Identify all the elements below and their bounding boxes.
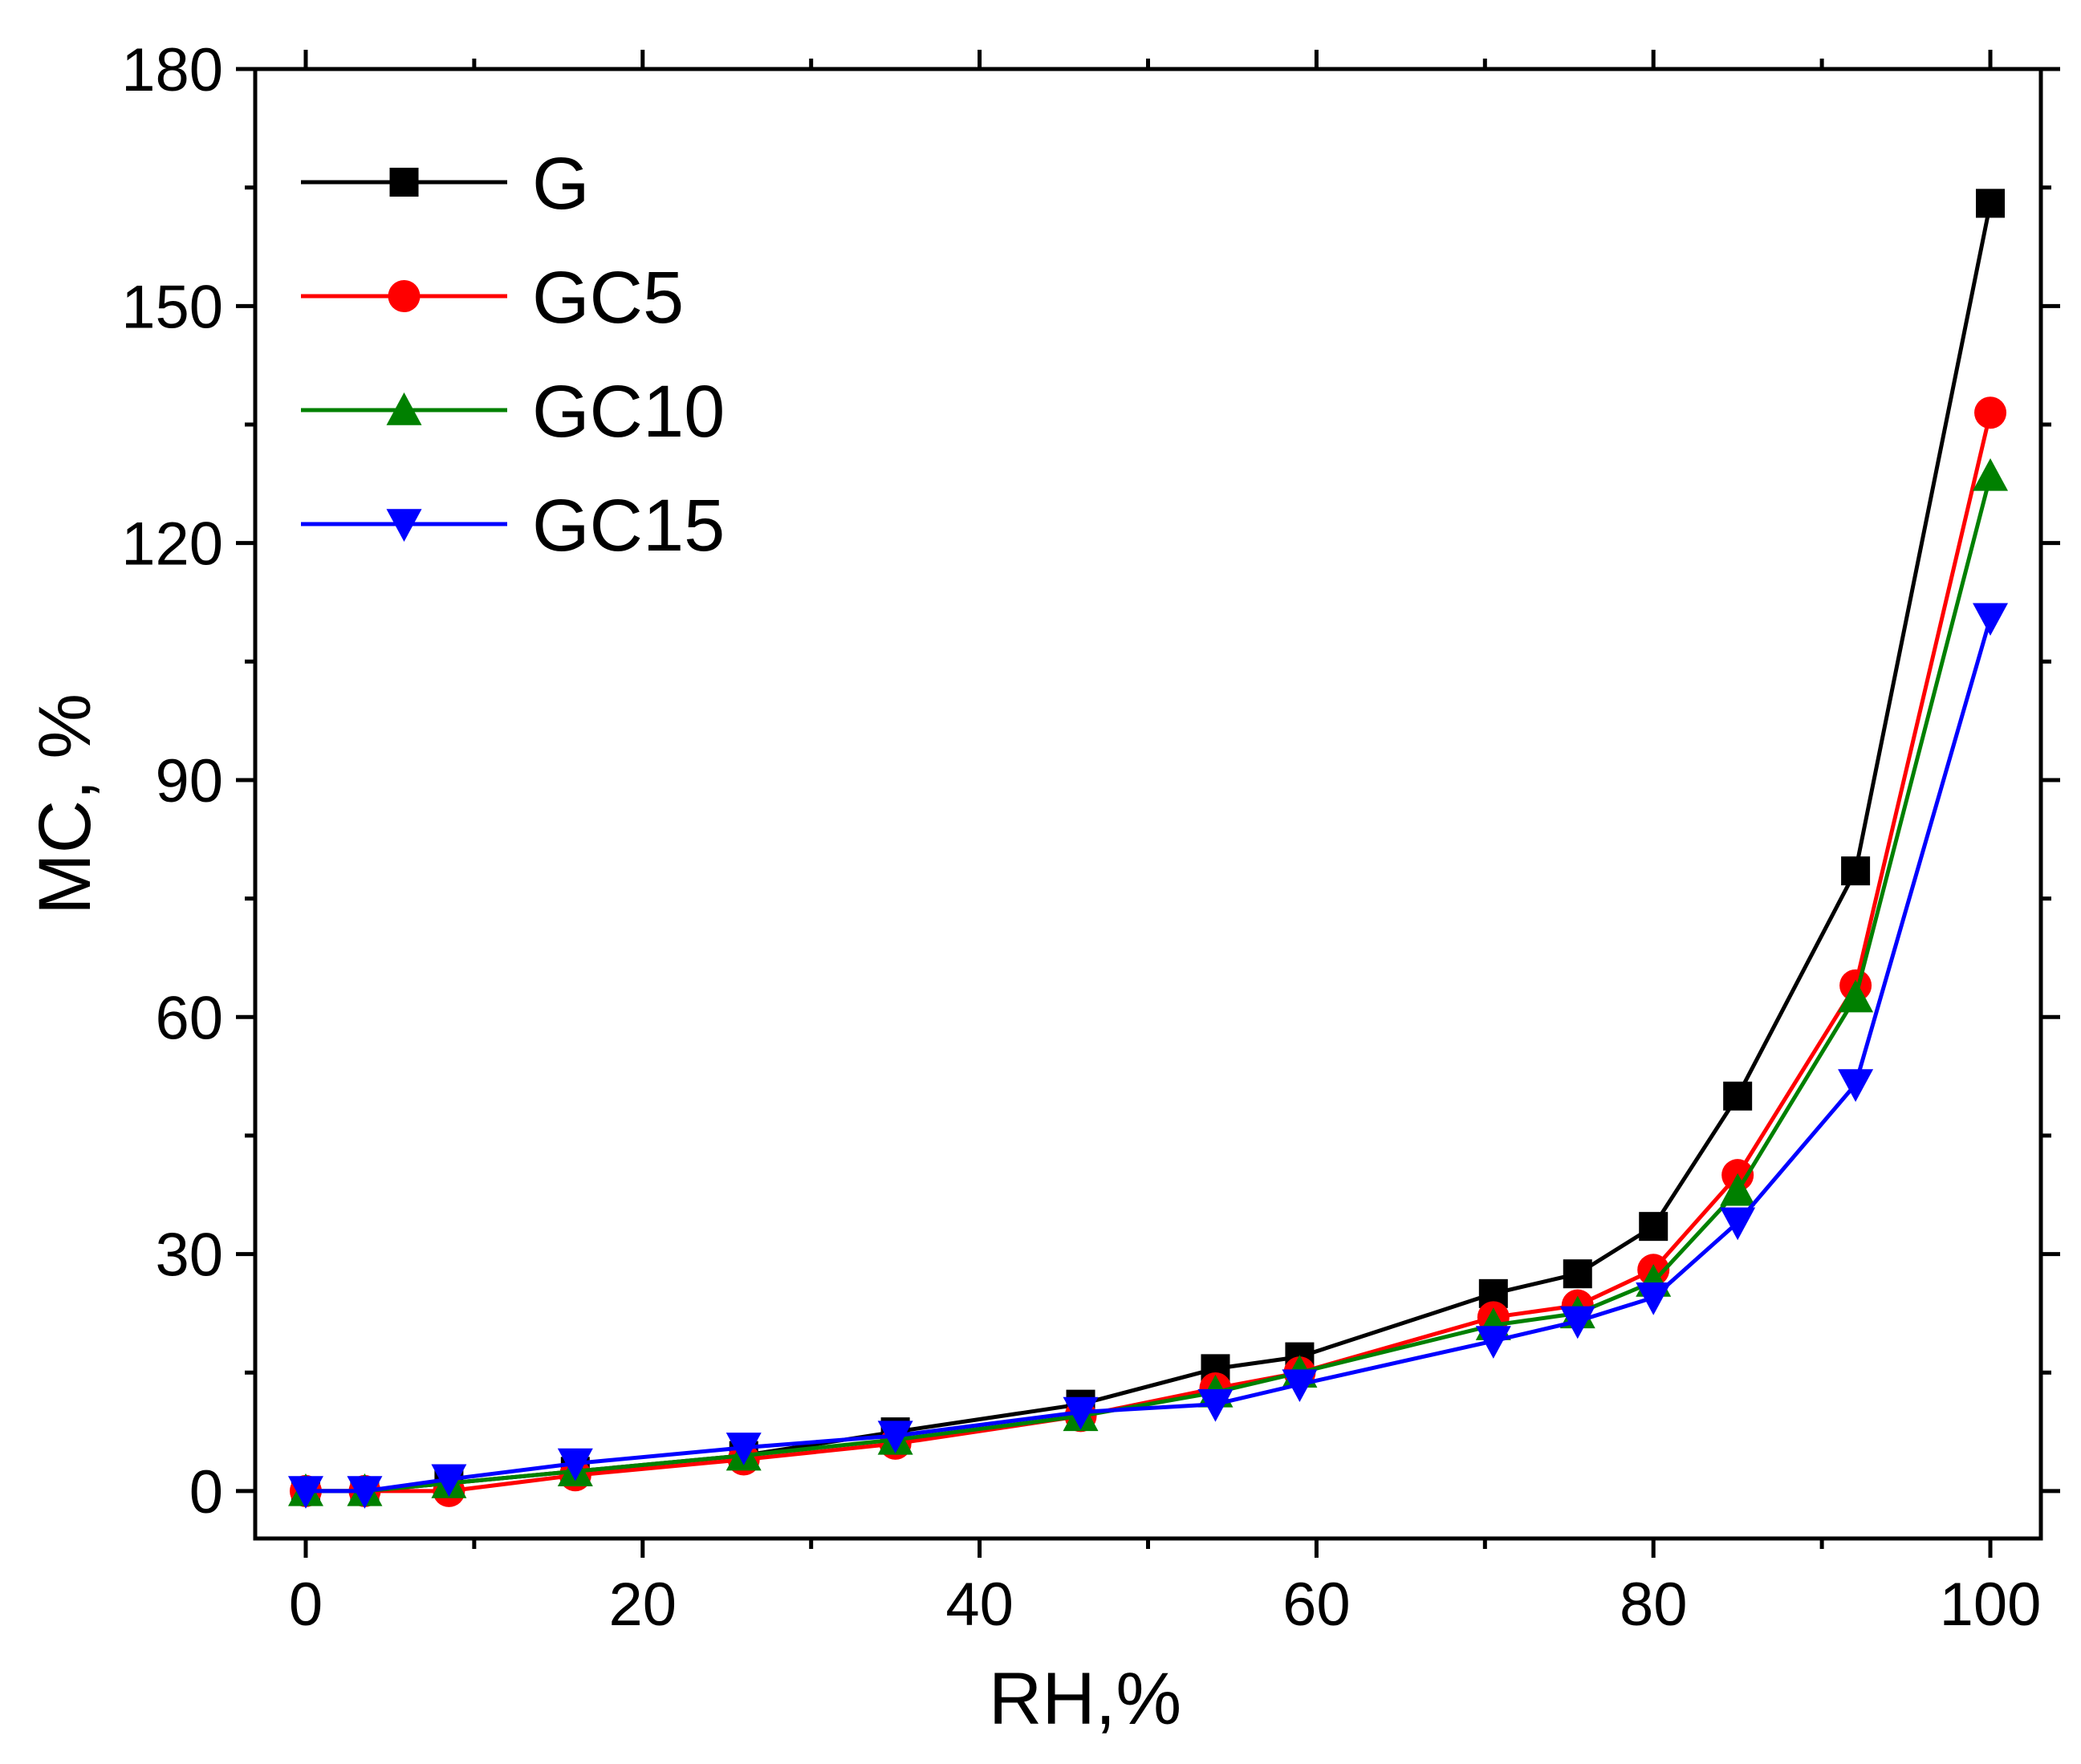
ticks-layer: 0 20 40 60 80 100 0 30 60 90 120 150 180 <box>121 36 2060 1639</box>
data-point-gc10 <box>1720 1173 1756 1206</box>
data-point-gc15 <box>1838 1069 1874 1102</box>
x-tick-label: 60 <box>1282 1571 1351 1639</box>
data-point-g <box>1723 1081 1753 1111</box>
legend-marker-gc5 <box>388 280 421 312</box>
data-point-g <box>1976 189 2006 218</box>
data-point-gc10 <box>1973 457 2009 491</box>
x-axis-title: RH,% <box>989 1658 1181 1740</box>
legend: G GC5 GC10 GC15 <box>301 143 725 567</box>
series-gc10 <box>287 457 2009 1506</box>
data-point-gc15 <box>1197 1388 1234 1422</box>
data-point-gc15 <box>347 1476 383 1509</box>
x-tick-label: 40 <box>945 1571 1014 1639</box>
series-line-gc10 <box>306 475 1993 1494</box>
legend-marker-gc15 <box>386 509 422 542</box>
x-tick-label: 80 <box>1620 1571 1688 1639</box>
legend-label-g: G <box>532 143 590 225</box>
data-point-gc15 <box>1973 603 2009 636</box>
data-point-gc10 <box>1838 979 1874 1013</box>
data-point-gc5 <box>1974 396 2007 429</box>
data-point-gc15 <box>1282 1369 1318 1403</box>
legend-item-gc5: GC5 <box>301 257 684 339</box>
data-point-gc15 <box>726 1433 762 1465</box>
series-layer <box>287 189 2009 1509</box>
axes-layer <box>253 67 2043 1541</box>
y-tick-label: 90 <box>155 747 223 815</box>
data-point-g <box>1639 1212 1668 1242</box>
series-gc15 <box>287 603 2009 1509</box>
legend-marker-g <box>389 168 419 197</box>
legend-item-g: G <box>301 143 590 225</box>
legend-label-gc15: GC15 <box>532 485 725 567</box>
y-tick-label: 30 <box>155 1221 223 1290</box>
legend-marker-gc10 <box>386 392 422 425</box>
data-point-g <box>1563 1259 1592 1289</box>
y-tick-label: 120 <box>121 510 223 579</box>
data-point-gc15 <box>1063 1396 1099 1430</box>
series-line-gc15 <box>306 617 1993 1494</box>
plot-frame <box>253 67 2043 1541</box>
y-tick-label: 180 <box>121 36 223 104</box>
x-tick-label: 100 <box>1940 1571 2042 1639</box>
data-point-g <box>1841 856 1871 886</box>
y-tick-label: 0 <box>189 1458 223 1526</box>
data-point-gc15 <box>1636 1282 1672 1315</box>
series-line-gc5 <box>306 412 1993 1494</box>
y-tick-label: 150 <box>121 273 223 341</box>
data-point-gc15 <box>1559 1306 1595 1339</box>
x-tick-label: 20 <box>609 1571 677 1639</box>
y-tick-label: 60 <box>155 984 223 1052</box>
data-point-gc15 <box>431 1464 467 1498</box>
legend-label-gc10: GC10 <box>532 371 725 453</box>
legend-item-gc15: GC15 <box>301 485 725 567</box>
y-axis-title: MC, % <box>24 693 106 915</box>
legend-item-gc10: GC10 <box>301 371 725 453</box>
data-point-gc15 <box>877 1421 913 1454</box>
x-tick-label: 0 <box>289 1571 323 1639</box>
data-point-gc15 <box>287 1476 323 1509</box>
legend-label-gc5: GC5 <box>532 257 684 339</box>
data-point-gc15 <box>1475 1326 1511 1359</box>
data-point-gc15 <box>557 1448 593 1482</box>
data-point-gc15 <box>1720 1207 1756 1241</box>
